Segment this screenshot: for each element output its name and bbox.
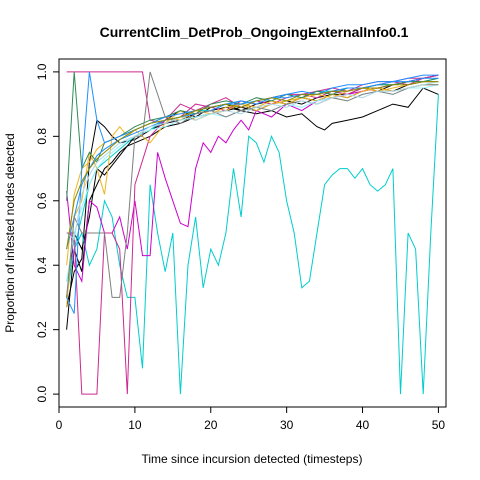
series-line-14 <box>66 84 439 282</box>
series-line-10 <box>66 84 439 266</box>
series-line-15 <box>66 71 439 298</box>
series-line-16 <box>66 81 439 241</box>
x-axis: 0 10 20 30 40 50 <box>56 406 446 432</box>
y-tick-label: 0.6 <box>35 192 49 209</box>
plot-frame <box>58 58 447 408</box>
y-axis-title: Proportion of infested nodes detected <box>3 133 17 332</box>
x-tick-label: 0 <box>56 418 63 432</box>
series-line-13 <box>66 77 439 250</box>
y-tick-label: 0.4 <box>35 257 49 274</box>
series-line-17 <box>66 81 439 250</box>
series-line-8 <box>66 71 439 124</box>
chart-title: CurrentClim_DetProb_OngoingExternalInfo0… <box>100 24 409 40</box>
series-line-12 <box>66 71 439 314</box>
x-tick-label: 50 <box>432 418 446 432</box>
y-tick-label: 1.0 <box>35 63 49 80</box>
series-line-7 <box>66 74 439 395</box>
x-tick-label: 40 <box>356 418 370 432</box>
y-tick-label: 0.8 <box>35 128 49 145</box>
x-tick-label: 30 <box>280 418 294 432</box>
x-tick-label: 10 <box>128 418 142 432</box>
x-tick-label: 20 <box>204 418 218 432</box>
series-line-4 <box>66 94 439 395</box>
series-layer <box>66 71 439 395</box>
y-axis: 0.0 0.2 0.4 0.6 0.8 1.0 <box>35 63 60 402</box>
y-tick-label: 0.2 <box>35 321 49 338</box>
y-tick-label: 0.0 <box>35 385 49 402</box>
x-axis-title: Time since incursion detected (timesteps… <box>142 452 363 466</box>
